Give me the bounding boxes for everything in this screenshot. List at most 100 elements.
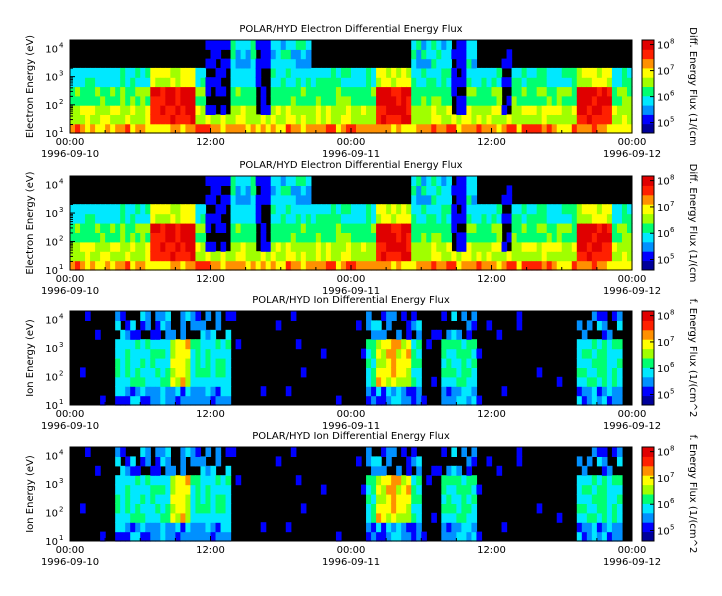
heatmap-cell [340, 105, 347, 115]
heatmap-cell [446, 531, 452, 542]
heatmap-cell [416, 123, 422, 134]
heatmap-cell [200, 329, 207, 340]
heatmap-cell [426, 176, 432, 186]
heatmap-cell [441, 105, 447, 115]
heatmap-cell [70, 260, 76, 271]
heatmap-cell [240, 176, 247, 186]
heatmap-cell [596, 213, 603, 224]
heatmap-cell [215, 114, 222, 125]
heatmap-cell [601, 105, 608, 115]
heatmap-cell [531, 114, 538, 125]
heatmap-cell [456, 40, 462, 50]
heatmap-cell [140, 260, 146, 271]
heatmap-cell [120, 395, 126, 406]
heatmap-cell [225, 329, 232, 340]
heatmap-cell [376, 204, 382, 215]
heatmap-cell [275, 223, 282, 233]
heatmap-cell [566, 223, 573, 233]
heatmap-cell [446, 114, 452, 125]
heatmap-cell [461, 531, 468, 542]
heatmap-cell [516, 320, 523, 331]
heatmap-cell [180, 484, 187, 495]
heatmap-cell [275, 105, 282, 115]
heatmap-cell [280, 204, 287, 215]
heatmap-cell [416, 386, 422, 397]
heatmap-cell [135, 260, 141, 271]
heatmap-cell [616, 494, 623, 504]
heatmap-cell [616, 241, 623, 252]
heatmap-cell [496, 123, 503, 134]
heatmap-cell [601, 320, 608, 331]
heatmap-cell [586, 522, 593, 533]
heatmap-cell [396, 475, 402, 486]
heatmap-cell [145, 512, 151, 523]
heatmap-cell [85, 95, 91, 106]
colorbar-tick-label: 10 [657, 448, 670, 459]
heatmap-cell [315, 251, 322, 262]
heatmap-cell [546, 204, 553, 215]
colorbar-segment [642, 512, 654, 523]
x-tick-label: 00:00 [618, 409, 647, 420]
heatmap-cell [170, 376, 176, 387]
heatmap-cell [486, 95, 493, 106]
heatmap-cell [386, 223, 392, 233]
heatmap-cell [90, 67, 96, 78]
heatmap-cell [145, 358, 151, 368]
heatmap-cell [591, 395, 598, 406]
heatmap-cell [596, 95, 603, 106]
heatmap-cell [295, 114, 302, 125]
heatmap-cell [285, 386, 292, 397]
heatmap-cell [75, 204, 81, 215]
heatmap-cell [431, 329, 437, 340]
heatmap-cell [611, 358, 618, 368]
heatmap-cell [255, 114, 262, 125]
heatmap-cell [340, 67, 347, 78]
heatmap-cell [366, 348, 372, 359]
heatmap-cell [245, 58, 252, 69]
heatmap-cell [591, 376, 598, 387]
heatmap-cell [601, 67, 608, 78]
heatmap-cell [200, 512, 207, 523]
heatmap-cell [225, 367, 232, 378]
heatmap-cell [466, 95, 473, 106]
heatmap-cell [140, 251, 146, 262]
heatmap-cell [466, 348, 473, 359]
heatmap-cell [461, 484, 468, 495]
x-tick-label: 12:00 [477, 409, 506, 420]
heatmap-cell [245, 194, 252, 205]
heatmap-cell [130, 114, 136, 125]
heatmap-cell [561, 77, 568, 88]
heatmap-cell [180, 494, 187, 504]
heatmap-cell [466, 185, 473, 196]
heatmap-cell [175, 503, 181, 514]
heatmap-cell [391, 77, 397, 88]
heatmap-cell [245, 95, 252, 106]
heatmap-cell [280, 67, 287, 78]
heatmap-cell [411, 475, 417, 486]
heatmap-cell [456, 123, 462, 134]
heatmap-cell [80, 251, 86, 262]
heatmap-cell [371, 531, 377, 542]
heatmap-cell [70, 204, 76, 215]
heatmap-cell [120, 223, 126, 233]
heatmap-cell [145, 503, 151, 514]
heatmap-cell [170, 251, 176, 262]
heatmap-cell [466, 105, 473, 115]
heatmap-cell [160, 251, 166, 262]
heatmap-cell [371, 367, 377, 378]
heatmap-cell [521, 223, 528, 233]
heatmap-cell [75, 232, 81, 243]
heatmap-cell [451, 213, 457, 224]
heatmap-cell [536, 123, 543, 134]
heatmap-cell [215, 503, 222, 514]
heatmap-cell [461, 260, 468, 271]
heatmap-cell [511, 95, 518, 106]
heatmap-cell [250, 77, 257, 88]
heatmap-cell [190, 503, 197, 514]
heatmap-cell [461, 475, 468, 486]
heatmap-cell [275, 251, 282, 262]
x-tick-label: 00:00 [56, 409, 85, 420]
heatmap-cell [616, 251, 623, 262]
heatmap-cell [220, 494, 227, 504]
heatmap-cell [511, 114, 518, 125]
